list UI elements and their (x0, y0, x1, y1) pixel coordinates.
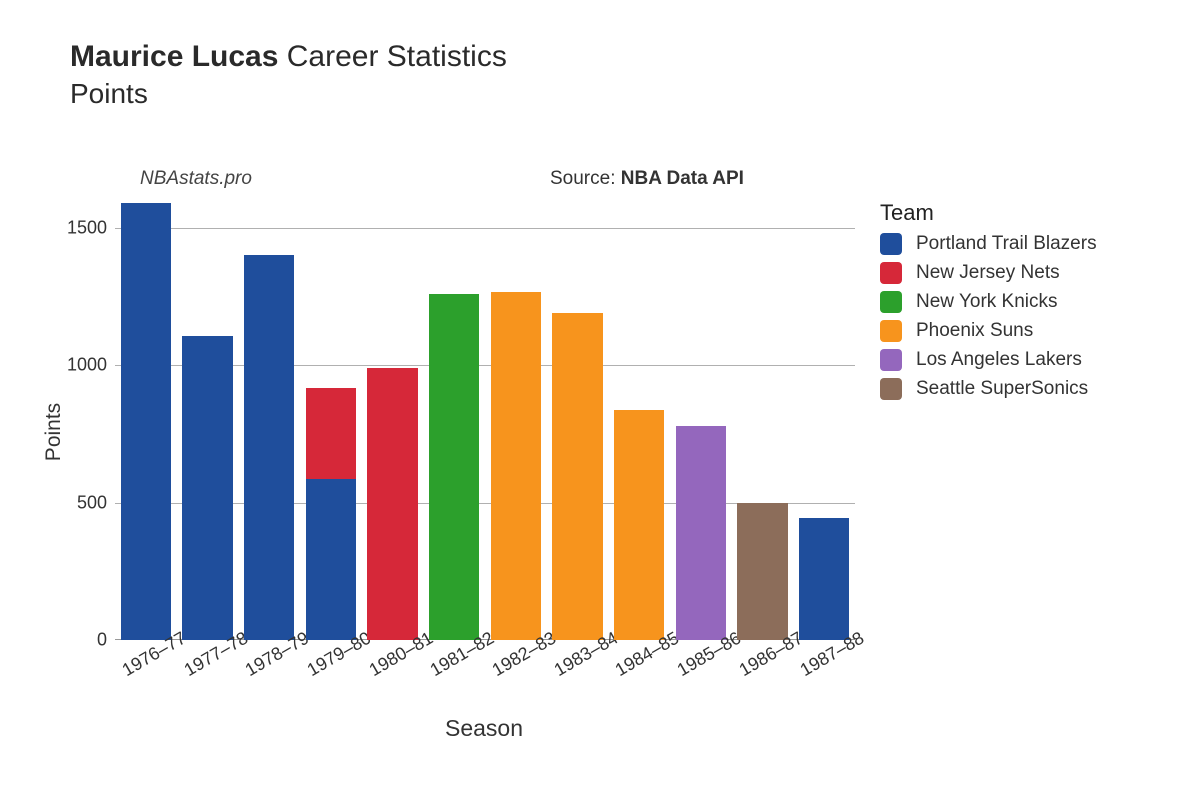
y-tick-label: 1500 (67, 217, 115, 238)
legend-label: Portland Trail Blazers (916, 233, 1097, 255)
chart-title: Maurice Lucas Career Statistics Points (70, 40, 507, 110)
legend-item: Phoenix Suns (880, 320, 1097, 342)
source-prefix: Source: (550, 168, 621, 189)
legend-swatch (880, 349, 902, 371)
legend-label: New Jersey Nets (916, 262, 1060, 284)
player-name: Maurice Lucas (70, 40, 278, 73)
chart-container: Maurice Lucas Career Statistics Points N… (0, 0, 1200, 800)
y-tick-label: 500 (77, 492, 115, 513)
bar-segment (367, 368, 418, 640)
x-axis-title: Season (445, 715, 523, 742)
legend-label: Seattle SuperSonics (916, 378, 1088, 400)
source-name: NBA Data API (621, 168, 744, 189)
bar-segment (121, 203, 172, 640)
legend-label: Los Angeles Lakers (916, 349, 1082, 371)
legend-swatch (880, 233, 902, 255)
title-subtitle: Points (70, 78, 507, 110)
legend-title: Team (880, 200, 1097, 226)
title-line-1: Maurice Lucas Career Statistics (70, 40, 507, 74)
bar-segment (182, 336, 233, 640)
bar-segment (799, 518, 850, 640)
bar-segment (429, 294, 480, 641)
y-tick-label: 1000 (67, 355, 115, 376)
gridline (115, 228, 855, 229)
bar-segment (614, 410, 665, 640)
bar-segment (552, 313, 603, 640)
legend-item: New Jersey Nets (880, 262, 1097, 284)
bar-segment (491, 292, 542, 640)
legend-item: Los Angeles Lakers (880, 349, 1097, 371)
legend-swatch (880, 262, 902, 284)
legend: Team Portland Trail Blazers New Jersey Ne… (880, 200, 1097, 407)
y-tick-label: 0 (97, 630, 115, 651)
legend-item: Portland Trail Blazers (880, 233, 1097, 255)
legend-swatch (880, 378, 902, 400)
legend-label: New York Knicks (916, 291, 1058, 313)
bar-segment (306, 479, 357, 640)
plot-area: 0500100015001976–771977–781978–791979–80… (115, 200, 855, 640)
legend-swatch (880, 320, 902, 342)
watermark-text: NBAstats.pro (140, 168, 252, 190)
y-axis-title: Points (42, 403, 66, 461)
legend-label: Phoenix Suns (916, 320, 1033, 342)
legend-item: Seattle SuperSonics (880, 378, 1097, 400)
bar-segment (306, 388, 357, 479)
legend-item: New York Knicks (880, 291, 1097, 313)
bar-segment (676, 426, 727, 641)
legend-swatch (880, 291, 902, 313)
title-rest: Career Statistics (278, 40, 506, 73)
bar-segment (737, 503, 788, 641)
source-label: Source: NBA Data API (550, 168, 744, 190)
bar-segment (244, 255, 295, 640)
